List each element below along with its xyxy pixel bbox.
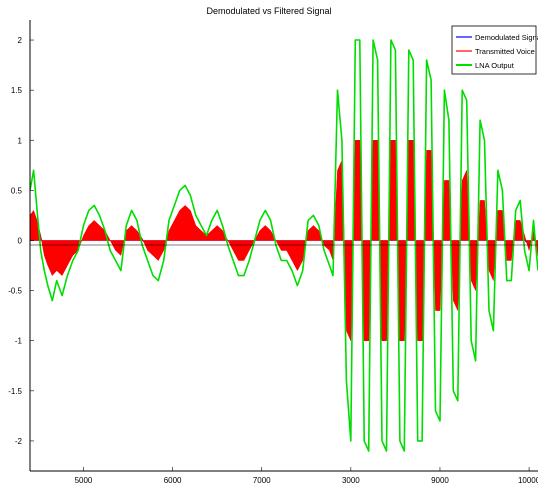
y-tick-label: 0.5: [11, 186, 23, 195]
legend: Demodulated Signal Transmitted Voice LNA O…: [451, 25, 538, 75]
x-tick-label: 9000: [431, 476, 449, 485]
y-tick-label: 0: [18, 236, 23, 245]
tick-labels: 2 1.5 1 0.5 0 -0.5 -1 -1.5 -2 5000 6000 7000 3000 900…: [8, 36, 538, 485]
x-tick-label: 7000: [253, 476, 271, 485]
y-tick-label: -2: [15, 437, 23, 446]
series-lna-output: [30, 39, 538, 452]
y-tick-label: 1.5: [11, 86, 23, 95]
x-tick-label: 6000: [164, 476, 182, 485]
y-tick-label: 1: [18, 136, 23, 145]
y-tick-label: -1.5: [8, 387, 22, 396]
y-tick-label: 2: [18, 36, 23, 45]
axes: [29, 20, 538, 472]
x-tick-label: 5000: [75, 476, 93, 485]
voice-fill: [30, 140, 538, 341]
y-tick-label: -1: [15, 337, 23, 346]
chart-title: Demodulated vs Filtered Signal: [206, 6, 331, 16]
legend-entry: Transmitted Voice: [475, 47, 535, 56]
legend-entry: Demodulated Signal: [475, 33, 538, 42]
legend-entry: LNA Output: [475, 61, 515, 70]
x-tick-label: 10000: [518, 476, 538, 485]
x-tick-label: 3000: [342, 476, 360, 485]
series-transmitted-voice: [30, 140, 538, 341]
y-tick-label: -0.5: [8, 287, 22, 296]
lna-line-layer: [30, 39, 538, 452]
